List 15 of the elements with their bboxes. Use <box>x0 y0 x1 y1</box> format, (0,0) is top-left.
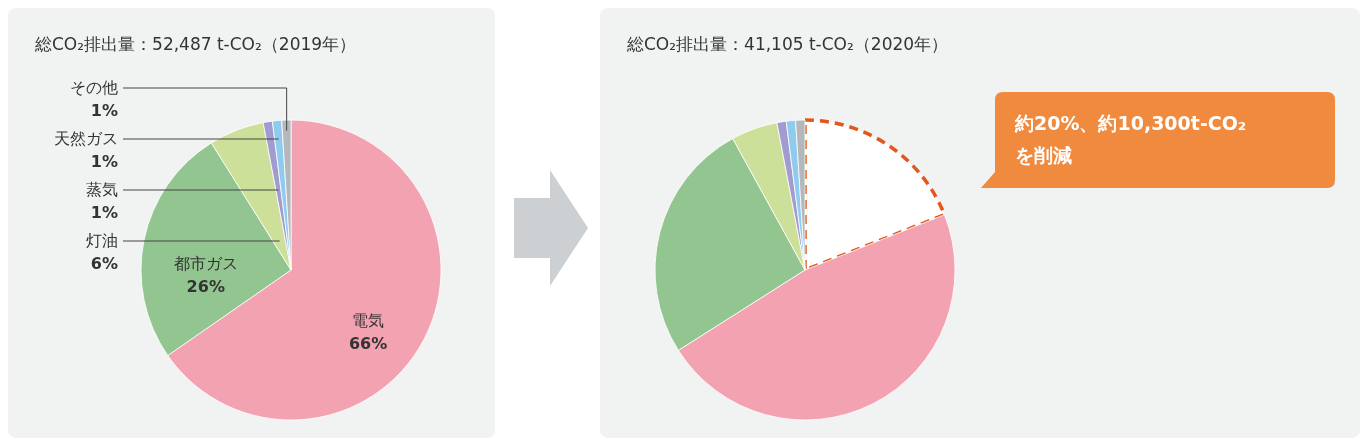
data-label: 1% <box>90 203 118 222</box>
chart-title: 総CO₂排出量：52,487 t-CO₂（2019年） <box>34 34 357 54</box>
data-label: 1% <box>90 101 118 120</box>
slice-label: 蒸気 <box>86 180 118 199</box>
slice-label: 電気 <box>352 311 385 331</box>
text: 約20%、約10,300t-CO₂ を削減 <box>1014 112 1247 166</box>
data-label: 26% <box>186 276 225 296</box>
data-label: 6% <box>90 254 118 273</box>
slice-label: 都市ガス <box>173 253 238 273</box>
slice-label: その他 <box>70 78 118 97</box>
data-label: 66% <box>348 334 388 354</box>
slice-label: 灯油 <box>86 231 118 250</box>
data-label: 1% <box>90 152 118 171</box>
slice-label: 天然ガス <box>54 129 118 148</box>
chart-title: 総CO₂排出量：41,105 t-CO₂（2020年） <box>626 34 949 54</box>
